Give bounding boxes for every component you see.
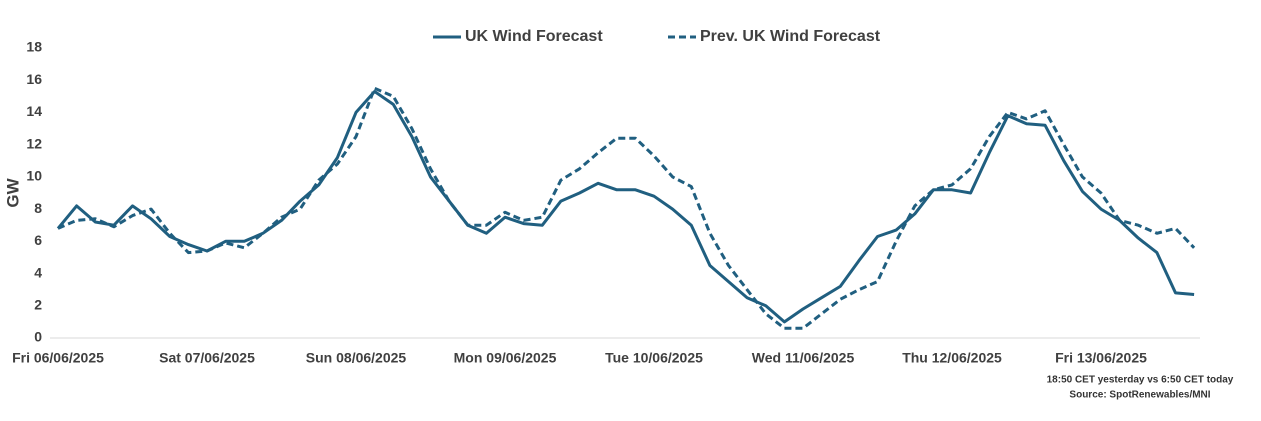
x-tick-label: Tue 10/06/2025	[605, 350, 703, 366]
x-tick-label: Mon 09/06/2025	[454, 350, 557, 366]
y-tick-label: 0	[34, 329, 42, 345]
y-tick-label: 8	[34, 200, 42, 216]
y-tick-label: 10	[26, 168, 42, 184]
legend-label: UK Wind Forecast	[465, 28, 603, 45]
x-tick-label: Wed 11/06/2025	[752, 350, 855, 366]
y-tick-label: 6	[34, 232, 42, 248]
line-series	[56, 90, 1195, 324]
x-tick-label: Thu 12/06/2025	[902, 350, 1002, 366]
x-tick-label: Sat 07/06/2025	[159, 350, 255, 366]
note: Source: SpotRenewables/MNI	[1069, 390, 1210, 401]
x-tick-label: Fri 13/06/2025	[1055, 350, 1147, 366]
y-tick-label: 2	[34, 296, 42, 312]
y-tick-label: 4	[34, 264, 42, 280]
legend-label: Prev. UK Wind Forecast	[700, 28, 881, 45]
x-tick-label: Sun 08/06/2025	[306, 350, 407, 366]
line-series	[57, 86, 1196, 330]
y-tick-label: 16	[26, 71, 42, 87]
y-tick-label: 18	[26, 39, 42, 55]
note: 18:50 CET yesterday vs 6:50 CET today	[1047, 375, 1234, 386]
x-tick-label: Fri 06/06/2025	[12, 350, 104, 366]
y-tick-label: 12	[26, 135, 42, 151]
y-axis-label: GW	[3, 177, 22, 207]
y-tick-label: 14	[26, 103, 42, 119]
